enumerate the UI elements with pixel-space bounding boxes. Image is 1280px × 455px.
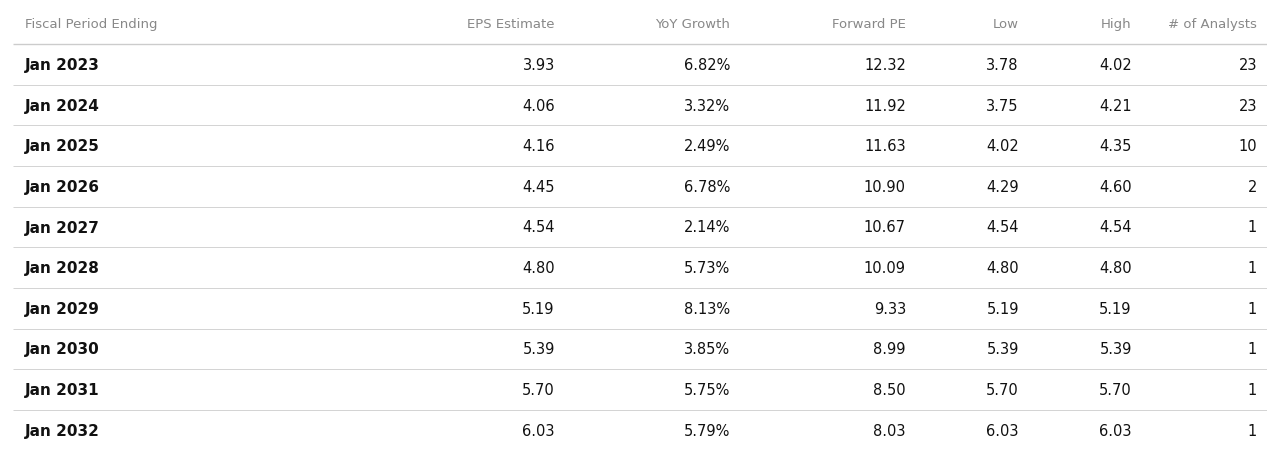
Text: Jan 2025: Jan 2025: [26, 139, 100, 154]
Text: 12.32: 12.32: [864, 58, 906, 73]
Text: 5.39: 5.39: [522, 342, 554, 357]
Text: 5.19: 5.19: [1100, 301, 1132, 316]
Text: 8.03: 8.03: [873, 423, 906, 438]
Text: High: High: [1101, 18, 1132, 31]
Text: Jan 2028: Jan 2028: [26, 261, 100, 276]
Text: 4.06: 4.06: [522, 98, 554, 113]
Text: 1: 1: [1248, 261, 1257, 276]
Text: Fiscal Period Ending: Fiscal Period Ending: [26, 18, 157, 31]
Text: Jan 2029: Jan 2029: [26, 301, 100, 316]
Text: 1: 1: [1248, 342, 1257, 357]
Text: Jan 2030: Jan 2030: [26, 342, 100, 357]
Text: 3.32%: 3.32%: [685, 98, 731, 113]
Text: 3.93: 3.93: [522, 58, 554, 73]
Text: 5.79%: 5.79%: [684, 423, 731, 438]
Text: 4.02: 4.02: [1100, 58, 1132, 73]
Text: 10.09: 10.09: [864, 261, 906, 276]
Text: 6.03: 6.03: [987, 423, 1019, 438]
Text: 5.70: 5.70: [522, 382, 554, 397]
Text: 1: 1: [1248, 301, 1257, 316]
Text: 1: 1: [1248, 382, 1257, 397]
Text: Jan 2031: Jan 2031: [26, 382, 100, 397]
Text: 10.90: 10.90: [864, 179, 906, 194]
Text: 5.19: 5.19: [522, 301, 554, 316]
Text: 4.80: 4.80: [986, 261, 1019, 276]
Text: Forward PE: Forward PE: [832, 18, 906, 31]
Text: Jan 2027: Jan 2027: [26, 220, 100, 235]
Text: 5.75%: 5.75%: [684, 382, 731, 397]
Text: 3.85%: 3.85%: [685, 342, 731, 357]
Text: EPS Estimate: EPS Estimate: [467, 18, 554, 31]
Text: 6.03: 6.03: [1100, 423, 1132, 438]
Text: 9.33: 9.33: [874, 301, 906, 316]
Text: Jan 2024: Jan 2024: [26, 98, 100, 113]
Text: 4.29: 4.29: [986, 179, 1019, 194]
Text: 4.35: 4.35: [1100, 139, 1132, 154]
Text: 8.50: 8.50: [873, 382, 906, 397]
Text: # of Analysts: # of Analysts: [1169, 18, 1257, 31]
Text: 5.70: 5.70: [986, 382, 1019, 397]
Text: 5.39: 5.39: [987, 342, 1019, 357]
Text: 5.19: 5.19: [987, 301, 1019, 316]
Text: 4.54: 4.54: [522, 220, 554, 235]
Text: 4.02: 4.02: [986, 139, 1019, 154]
Text: Jan 2026: Jan 2026: [26, 179, 100, 194]
Text: Jan 2032: Jan 2032: [26, 423, 100, 438]
Text: 23: 23: [1239, 58, 1257, 73]
Text: 6.03: 6.03: [522, 423, 554, 438]
Text: 4.45: 4.45: [522, 179, 554, 194]
Text: 5.70: 5.70: [1100, 382, 1132, 397]
Text: 5.39: 5.39: [1100, 342, 1132, 357]
Text: 6.82%: 6.82%: [684, 58, 731, 73]
Text: Low: Low: [993, 18, 1019, 31]
Text: 8.13%: 8.13%: [685, 301, 731, 316]
Text: 4.80: 4.80: [1100, 261, 1132, 276]
Text: 11.63: 11.63: [864, 139, 906, 154]
Text: 2.49%: 2.49%: [684, 139, 731, 154]
Text: 4.21: 4.21: [1100, 98, 1132, 113]
Text: 5.73%: 5.73%: [684, 261, 731, 276]
Text: 4.60: 4.60: [1100, 179, 1132, 194]
Text: 6.78%: 6.78%: [684, 179, 731, 194]
Text: 4.16: 4.16: [522, 139, 554, 154]
Text: 4.54: 4.54: [987, 220, 1019, 235]
Text: 2: 2: [1248, 179, 1257, 194]
Text: 10.67: 10.67: [864, 220, 906, 235]
Text: 10: 10: [1239, 139, 1257, 154]
Text: 4.80: 4.80: [522, 261, 554, 276]
Text: 2.14%: 2.14%: [684, 220, 731, 235]
Text: 1: 1: [1248, 220, 1257, 235]
Text: Jan 2023: Jan 2023: [26, 58, 100, 73]
Text: 8.99: 8.99: [873, 342, 906, 357]
Text: YoY Growth: YoY Growth: [655, 18, 731, 31]
Text: 23: 23: [1239, 98, 1257, 113]
Text: 3.75: 3.75: [987, 98, 1019, 113]
Text: 1: 1: [1248, 423, 1257, 438]
Text: 3.78: 3.78: [987, 58, 1019, 73]
Text: 4.54: 4.54: [1100, 220, 1132, 235]
Text: 11.92: 11.92: [864, 98, 906, 113]
